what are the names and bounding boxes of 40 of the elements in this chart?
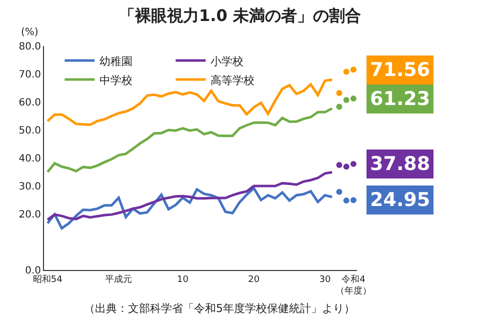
legend-label: 中学校 — [100, 74, 133, 87]
data-label: 37.88 — [370, 153, 430, 175]
x-tick-label: 昭和54 — [32, 274, 63, 285]
y-tick-label: 40.0 — [18, 154, 41, 164]
text: （出典：文部科学省「令和5年度学校保健統計」より） — [84, 302, 355, 315]
data-label: 24.95 — [370, 189, 430, 211]
point — [336, 90, 342, 96]
x-tick-label: 30 — [319, 274, 331, 285]
legend-label: 小学校 — [210, 54, 244, 68]
y-tick-label: 80.0 — [18, 42, 41, 52]
point — [336, 162, 342, 168]
point — [343, 68, 350, 75]
x-tick-label: 10 — [176, 274, 189, 285]
line-series — [46, 107, 334, 174]
y-tick-label: 30.0 — [18, 182, 41, 192]
y-tick-label: 60.0 — [18, 98, 41, 108]
y-axis-title: (%) — [21, 27, 38, 38]
x-tick-label: 20 — [248, 274, 260, 285]
data-label: 71.56 — [370, 59, 430, 81]
point — [343, 97, 350, 104]
y-tick-label: 0.0 — [25, 266, 41, 276]
chart-title: 「裸眼視力1.0 未満の者」の割合 — [119, 6, 361, 25]
y-tick-label: 70.0 — [18, 70, 41, 80]
point — [343, 164, 350, 170]
point — [350, 66, 356, 73]
legend-label: 幼稚園 — [100, 54, 133, 68]
line-series — [46, 171, 334, 221]
point — [336, 188, 342, 195]
data-label: 61.23 — [370, 88, 430, 110]
point — [350, 160, 356, 167]
legend-label: 高等学校 — [210, 74, 255, 87]
point — [336, 104, 342, 110]
point — [343, 198, 350, 204]
x-tick-label: 平成元 — [105, 274, 132, 285]
point — [350, 197, 356, 204]
y-tick-label: 20.0 — [18, 210, 41, 220]
x-tick-label: 令和4（年度） — [335, 274, 372, 296]
point — [350, 96, 356, 102]
y-tick-label: 50.0 — [18, 126, 41, 136]
line-series — [46, 186, 334, 230]
